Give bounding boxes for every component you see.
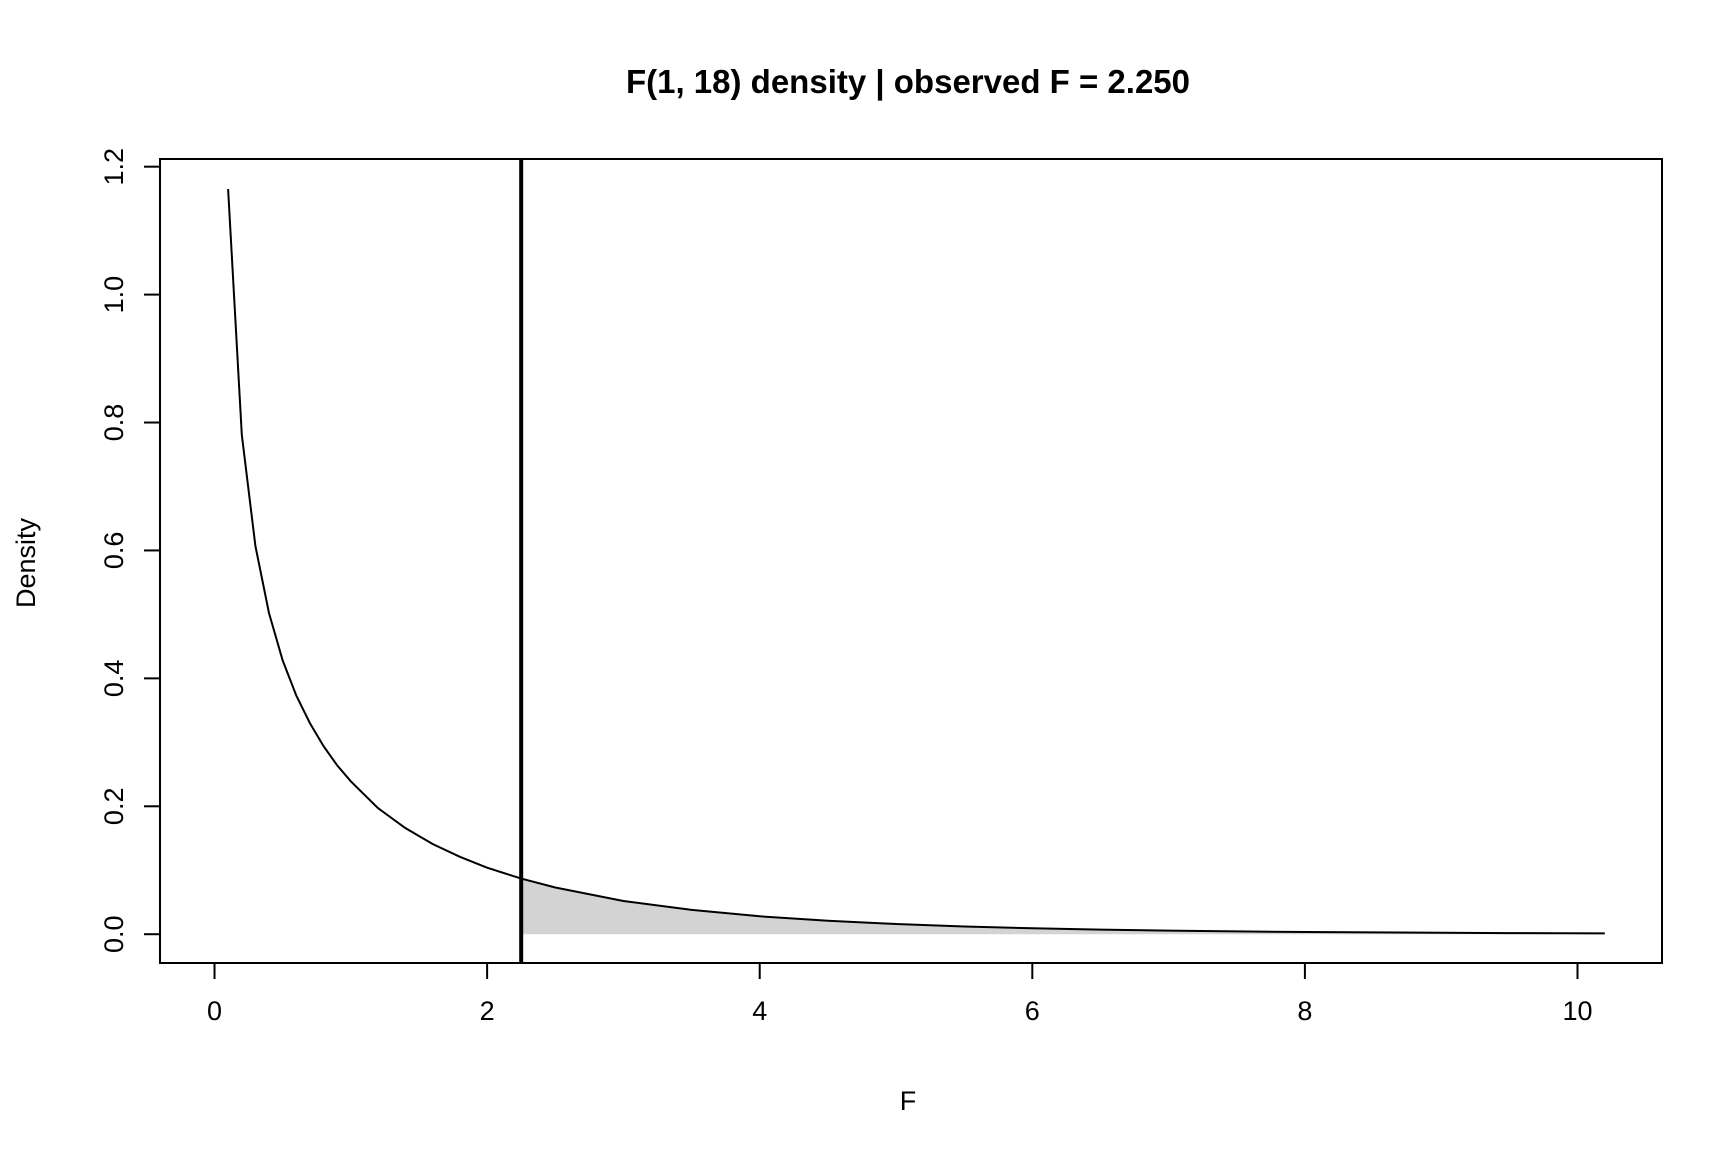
y-tick-label: 0.8: [99, 404, 129, 442]
tail-area-layer: [521, 878, 1605, 935]
y-tick-label: 0.6: [99, 532, 129, 570]
x-axis-label: F: [900, 1086, 917, 1116]
x-tick-label: 10: [1562, 996, 1592, 1026]
y-tick-label: 0.0: [99, 915, 129, 953]
density-curve: [227, 189, 1605, 935]
chart-title: F(1, 18) density | observed F = 2.250: [626, 63, 1190, 100]
y-tick-label: 0.2: [99, 788, 129, 826]
density-curve-layer: [227, 189, 1605, 935]
y-axis-label: Density: [11, 517, 41, 608]
y-tick-label: 0.4: [99, 660, 129, 698]
x-tick-label: 6: [1025, 996, 1040, 1026]
y-axis: 0.0 0.2 0.4 0.6 0.8 1.0 1.2: [99, 148, 161, 953]
plot-frame: [159, 158, 1663, 964]
x-tick-label: 0: [207, 996, 222, 1026]
x-tick-label: 8: [1297, 996, 1312, 1026]
tail-area: [521, 878, 1605, 935]
x-axis: 0 2 4 6 8 10: [207, 962, 1593, 1026]
x-tick-label: 4: [752, 996, 767, 1026]
y-tick-label: 1.0: [99, 276, 129, 314]
y-tick-label: 1.2: [99, 148, 129, 186]
x-tick-label: 2: [480, 996, 495, 1026]
